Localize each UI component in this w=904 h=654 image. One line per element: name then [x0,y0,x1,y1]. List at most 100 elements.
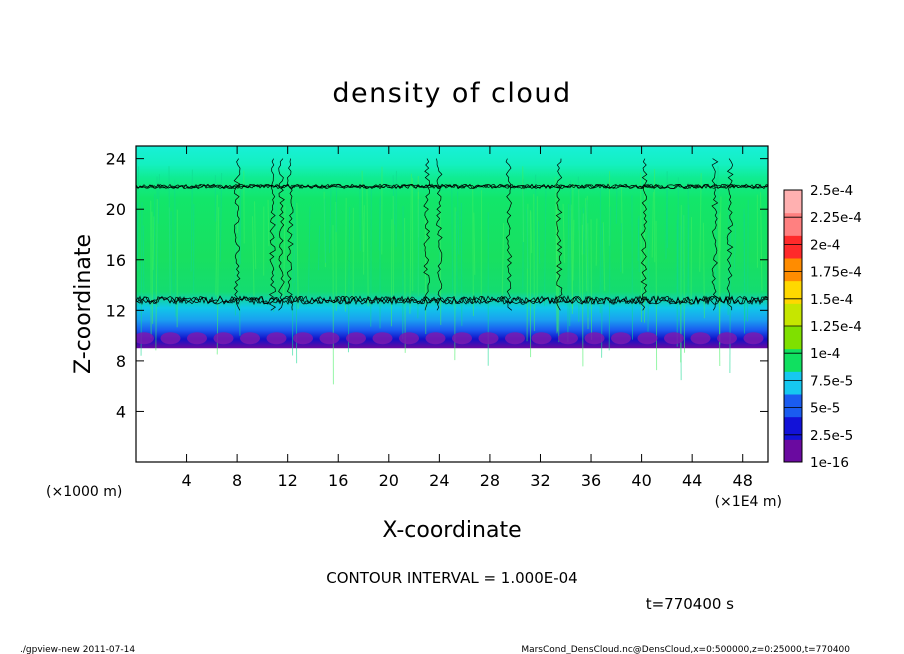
field-streak [254,201,257,270]
colorbar-label: 5e-5 [810,401,840,417]
cloud-base-lobe [240,332,260,345]
cloud-base-lobe [266,332,287,345]
colorbar-swatch [784,190,802,214]
field-streak [590,219,593,340]
field-streak [275,182,278,240]
field-streak [533,194,535,332]
field-streak [238,216,241,336]
footer-right: MarsCond_DensCloud.nc@DensCloud,x=0:5000… [521,645,850,654]
contour-plume [278,158,285,311]
field-streak [620,185,624,274]
field-streak [640,172,643,323]
field-streak [714,177,717,296]
cloud-base-lobe [160,332,181,345]
field-streak [252,216,255,297]
contour-line [136,183,768,190]
field-streak [361,170,364,252]
x-axis-label: X-coordinate [382,518,521,543]
contour-plume [286,158,294,311]
x-tick-label: 8 [232,471,242,490]
field-streak [168,166,171,307]
contour-interval-text: CONTOUR INTERVAL = 1.000E-04 [326,569,577,587]
field-streak [683,215,686,353]
cloud-base-lobe [531,332,552,345]
contour-plume [555,158,563,311]
cloud-base-lobe [319,332,340,345]
field-streak [522,166,524,242]
field-streaks [136,166,764,385]
field-streak [562,203,565,263]
x-tick-label: 28 [480,471,500,490]
colorbar-swatch [784,394,802,418]
field-streak [595,218,598,266]
contour-plume [233,158,241,311]
field-streak [743,208,746,322]
field-streak [174,179,177,317]
cloud-base-lobe [558,332,578,345]
y-tick-label: 8 [116,352,126,371]
colorbar-swatch [784,326,802,350]
field-streak [571,183,574,309]
cloud-base-lobe [478,332,499,345]
colorbar-swatch [784,416,802,440]
x-tick-label: 12 [278,471,298,490]
field-streak [729,218,732,373]
field-streak [615,182,618,224]
field-streak [544,190,547,306]
field-streak [455,211,458,295]
colorbar-label: 2.25e-4 [810,210,862,226]
chart-title: density of cloud [332,78,571,109]
x-tick-label: 48 [733,471,753,490]
field-streak [530,211,533,254]
footer-left: ./gpview-new 2011-07-14 [20,645,135,654]
field-streak [567,204,570,343]
cloud-base-lobe [584,332,605,345]
contour-plume [423,158,431,311]
cloud-base-lobe [505,332,525,345]
field-streak [136,166,140,256]
colorbar-label: 1e-4 [810,346,840,362]
field-streak [140,202,143,356]
contour-line [136,183,768,190]
field-streak [608,206,611,351]
cloud-base-lobe [743,332,764,345]
field-streak [647,201,650,332]
field-streak [602,222,606,291]
field-streak [460,202,463,326]
field-streak [307,206,311,303]
field-streak [404,217,406,353]
field-streak [370,186,372,327]
cloud-base-lobe [425,332,446,345]
colorbar: 1e-16 2.5e-5 5e-5 7.5e-5 1e-4 1.25e-4 1.5e-4 1.… [783,183,862,471]
field-streak [472,185,474,317]
contour-lines [136,158,768,311]
field-streak [152,216,155,270]
contour-plume [268,158,277,311]
contour-plume [726,158,734,311]
cloud-base-lobe [187,332,207,345]
cloud-base-lobe [372,332,393,345]
contour-plume [435,158,443,311]
x-axis-unit-left: (×1000 m) [46,484,122,500]
field-streak [409,173,412,314]
x-tick-label: 24 [429,471,449,490]
y-tick-label: 4 [116,402,126,421]
cloud-base-lobe [690,332,711,345]
y-tick-label: 12 [106,301,126,320]
field-streak [366,186,369,307]
colorbar-label: 2.5e-4 [810,183,853,199]
field-streak [578,189,581,303]
colorbar-label: 2e-4 [810,237,840,253]
cloud-base-lobe [611,332,631,345]
field-streak [727,200,730,315]
x-axis: 4 8 12 16 20 24 28 32 36 40 44 48 [181,146,753,490]
field-streak [347,206,351,353]
field-streak [267,199,270,247]
field-streak [392,175,396,225]
field-streak [216,207,220,355]
field-streak [234,191,237,316]
field-streak [329,189,332,253]
x-tick-label: 20 [379,471,399,490]
field-streak [157,174,160,224]
